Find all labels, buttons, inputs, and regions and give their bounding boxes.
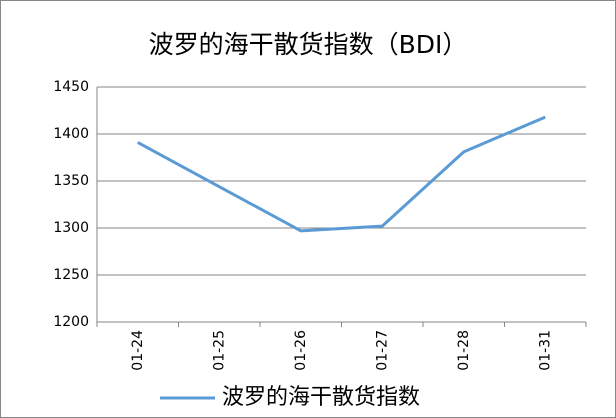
x-tick-label: 01-24 (130, 330, 146, 371)
x-tick-label: 01-31 (537, 330, 553, 371)
x-tick-label: 01-27 (374, 330, 390, 371)
line-series (137, 115, 546, 233)
x-tick-label: 01-25 (211, 330, 227, 371)
y-tick-label: 1250 (53, 267, 89, 283)
chart-title: 波罗的海干散货指数（BDI） (149, 30, 468, 59)
y-tick-label: 1350 (53, 173, 89, 189)
y-tick-label: 1300 (53, 220, 89, 236)
x-tick-label: 01-26 (293, 330, 309, 371)
x-tick-label: 01-28 (456, 330, 472, 371)
y-tick-label: 1450 (53, 79, 89, 95)
y-tick-label: 1400 (53, 126, 89, 142)
legend-label: 波罗的海干散货指数 (222, 385, 420, 410)
y-tick-label: 1200 (53, 314, 89, 330)
